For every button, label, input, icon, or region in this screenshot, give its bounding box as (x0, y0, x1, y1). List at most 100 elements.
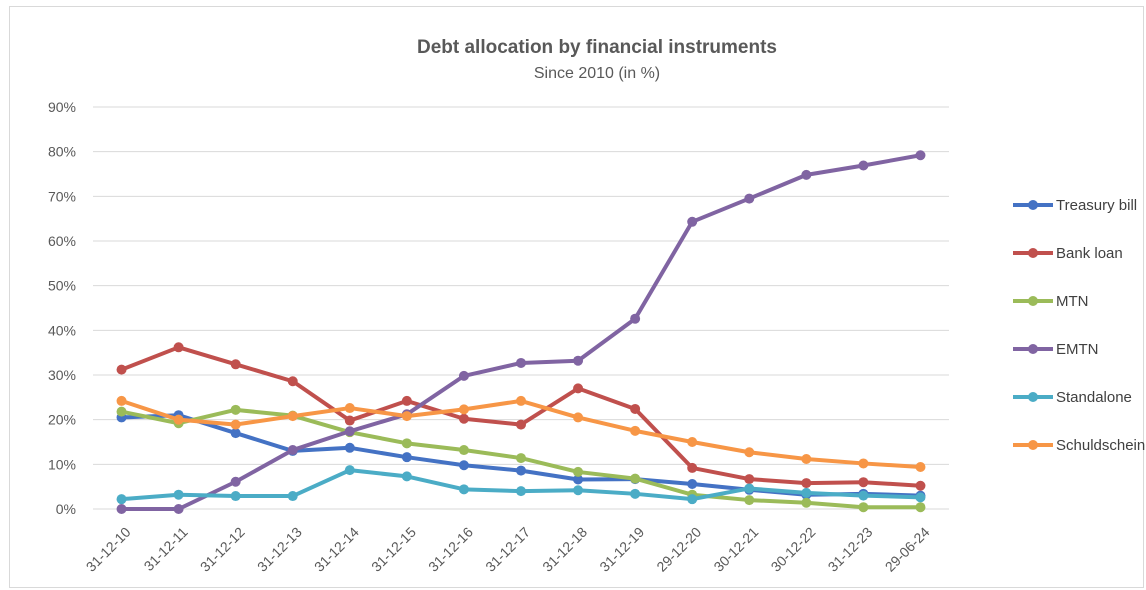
series-line (122, 347, 921, 485)
data-point (516, 486, 526, 496)
data-point (117, 494, 127, 504)
data-point (630, 489, 640, 499)
x-tick-label: 31-12-13 (254, 524, 305, 575)
data-point (345, 443, 355, 453)
y-tick-label: 40% (48, 322, 76, 338)
data-point (573, 383, 583, 393)
data-point (117, 504, 127, 514)
legend-marker (1028, 200, 1038, 210)
data-point (459, 371, 469, 381)
data-point (288, 491, 298, 501)
data-point (744, 495, 754, 505)
data-point (345, 416, 355, 426)
data-point (915, 502, 925, 512)
data-point (402, 452, 412, 462)
x-tick-label: 29-06-24 (882, 524, 933, 575)
data-point (858, 491, 868, 501)
data-point (858, 502, 868, 512)
y-tick-label: 20% (48, 412, 76, 428)
data-point (687, 217, 697, 227)
data-point (801, 498, 811, 508)
data-point (630, 474, 640, 484)
legend-item: MTN (1013, 293, 1089, 310)
data-point (915, 481, 925, 491)
legend-item: EMTN (1013, 341, 1099, 358)
data-point (801, 170, 811, 180)
data-point (231, 359, 241, 369)
legend-item: Standalone (1013, 389, 1132, 406)
data-point (288, 376, 298, 386)
x-tick-label: 30-12-21 (710, 524, 761, 575)
data-point (288, 445, 298, 455)
y-tick-label: 60% (48, 233, 76, 249)
data-point (915, 492, 925, 502)
data-point (801, 478, 811, 488)
y-tick-label: 80% (48, 144, 76, 160)
data-point (858, 477, 868, 487)
x-tick-label: 31-12-10 (83, 524, 134, 575)
data-point (801, 488, 811, 498)
legend-label: Treasury bill (1056, 197, 1137, 214)
legend-marker (1028, 248, 1038, 258)
data-point (516, 420, 526, 430)
data-point (459, 404, 469, 414)
x-tick-label: 31-12-17 (482, 524, 533, 575)
x-tick-label: 30-12-22 (768, 524, 819, 575)
data-point (687, 479, 697, 489)
data-point (174, 415, 184, 425)
x-tick-label: 29-12-20 (653, 524, 704, 575)
data-point (231, 491, 241, 501)
data-point (744, 474, 754, 484)
data-point (858, 458, 868, 468)
data-point (744, 483, 754, 493)
data-point (231, 420, 241, 430)
y-tick-label: 50% (48, 278, 76, 294)
legend-marker (1028, 344, 1038, 354)
data-point (573, 467, 583, 477)
legend-label: Schuldschein (1056, 437, 1145, 454)
data-point (630, 314, 640, 324)
x-tick-label: 31-12-11 (141, 524, 191, 574)
data-point (858, 161, 868, 171)
legend-marker (1028, 296, 1038, 306)
data-point (231, 477, 241, 487)
data-point (915, 462, 925, 472)
data-point (174, 504, 184, 514)
gridlines (93, 107, 949, 509)
data-point (516, 396, 526, 406)
y-tick-label: 90% (48, 99, 76, 115)
chart-subtitle: Since 2010 (in %) (534, 65, 660, 82)
data-point (630, 426, 640, 436)
legend-label: Bank loan (1056, 245, 1123, 262)
line-chart: Debt allocation by financial instruments… (10, 7, 1145, 589)
legend-label: Standalone (1056, 389, 1132, 406)
data-point (516, 453, 526, 463)
x-tick-label: 31-12-23 (825, 524, 876, 575)
y-tick-label: 10% (48, 456, 76, 472)
data-point (402, 396, 412, 406)
data-point (231, 405, 241, 415)
data-point (573, 356, 583, 366)
data-point (687, 437, 697, 447)
x-tick-label: 31-12-19 (596, 524, 647, 575)
data-point (801, 454, 811, 464)
legend-marker (1028, 392, 1038, 402)
data-point (744, 447, 754, 457)
data-point (174, 490, 184, 500)
chart-title: Debt allocation by financial instruments (417, 37, 777, 58)
data-point (402, 471, 412, 481)
legend-marker (1028, 440, 1038, 450)
y-tick-label: 30% (48, 367, 76, 383)
legend-label: MTN (1056, 293, 1089, 310)
y-axis: 0%10%20%30%40%50%60%70%80%90% (48, 99, 76, 517)
data-point (288, 411, 298, 421)
legend: Treasury bill Bank loan MTN EMTN Standalone S… (1013, 197, 1145, 454)
x-tick-label: 31-12-16 (425, 524, 476, 575)
data-point (687, 463, 697, 473)
x-tick-label: 31-12-14 (311, 524, 362, 575)
data-point (174, 342, 184, 352)
data-point (459, 460, 469, 470)
legend-label: EMTN (1056, 341, 1099, 358)
x-tick-label: 31-12-12 (197, 524, 248, 575)
data-point (117, 365, 127, 375)
